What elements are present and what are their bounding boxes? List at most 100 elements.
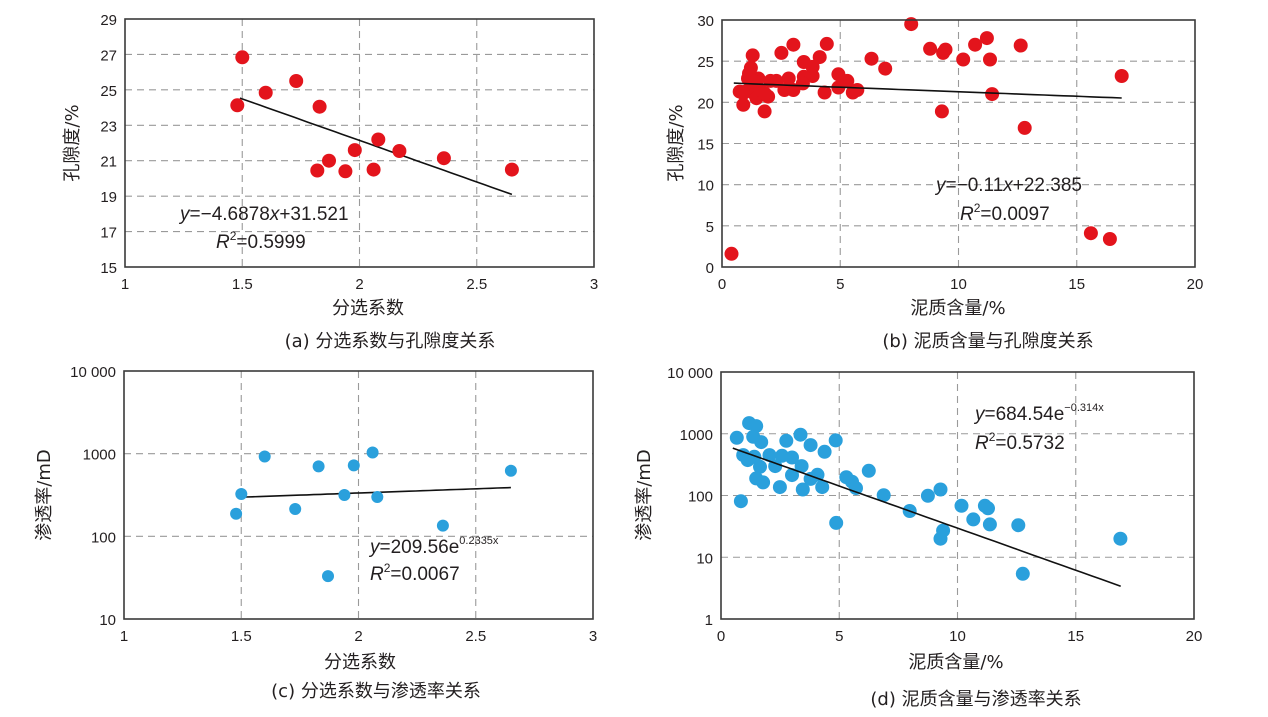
eq-body: =684.54e xyxy=(985,404,1065,425)
data-point xyxy=(803,438,818,453)
data-point xyxy=(786,37,801,52)
y-tick-label: 10 000 xyxy=(70,364,116,381)
y-tick-label: 10 000 xyxy=(667,365,713,382)
data-point xyxy=(1114,69,1129,83)
x-tick-label: 20 xyxy=(1187,276,1204,293)
data-point xyxy=(1083,226,1098,241)
y-tick-label: 21 xyxy=(100,154,117,171)
eq-y-var: y xyxy=(973,404,986,425)
data-point xyxy=(1017,120,1032,135)
x-tick-label: 20 xyxy=(1186,628,1203,645)
gridlines xyxy=(721,372,1194,619)
points-group xyxy=(230,50,519,179)
eq-exponent: −0.314x xyxy=(1064,402,1104,414)
r2-label: R xyxy=(975,433,989,454)
eq-exponent: 0.2335x xyxy=(459,535,499,547)
data-point xyxy=(436,151,451,166)
data-point xyxy=(817,444,832,459)
data-point xyxy=(747,74,762,89)
y-tick-labels: 10 100 1000 10 000 xyxy=(70,364,116,629)
y-axis-label: 孔隙度/% xyxy=(62,104,83,181)
x-axis-label: 分选系数 xyxy=(332,298,404,319)
data-point xyxy=(938,42,953,57)
panel-a: 1 1.5 2 2.5 3 15 17 19 21 23 25 27 29 分选系数 孔隙度/% (a… xyxy=(62,12,598,352)
x-tick-label: 15 xyxy=(1067,628,1084,645)
trendline-group xyxy=(732,447,1121,587)
data-point xyxy=(312,460,325,473)
x-tick-label: 1.5 xyxy=(231,628,252,645)
y-tick-label: 1000 xyxy=(83,447,116,464)
x-tick-label: 0 xyxy=(718,276,726,293)
data-point xyxy=(504,162,519,177)
panel-c: 1 1.5 2 2.5 3 10 100 1000 10 000 分选系数 渗透率/mD (c… xyxy=(34,364,597,702)
eq-y-var: y xyxy=(368,537,381,558)
x-tick-label: 5 xyxy=(836,276,844,293)
y-tick-label: 25 xyxy=(697,54,714,71)
data-point xyxy=(793,427,808,442)
gridlines xyxy=(124,371,593,619)
r2-value: =0.0067 xyxy=(390,564,459,585)
eq-tail: +31.521 xyxy=(279,204,348,225)
data-point xyxy=(779,433,794,448)
data-point xyxy=(861,463,876,478)
y-tick-label: 10 xyxy=(696,550,713,567)
y-tick-labels: 1 10 100 1000 10 000 xyxy=(667,365,713,629)
data-point xyxy=(736,97,751,112)
y-tick-label: 29 xyxy=(100,12,117,29)
x-tick-label: 2 xyxy=(354,628,362,645)
data-point xyxy=(933,482,948,497)
data-point xyxy=(850,83,865,97)
data-point xyxy=(864,51,879,66)
r-squared-label: R2=0.0067 xyxy=(370,561,460,585)
eq-y-var: y xyxy=(178,204,191,225)
data-point xyxy=(1011,518,1026,533)
data-point xyxy=(781,71,796,86)
panel-b: 0 5 10 15 20 0 5 10 15 20 25 30 泥质含量/% 孔隙度/% (b) 泥… xyxy=(666,13,1203,352)
data-point xyxy=(733,494,748,509)
data-point xyxy=(785,450,799,465)
r2-superscript: 2 xyxy=(384,561,391,575)
data-point xyxy=(878,61,893,76)
data-point xyxy=(829,515,844,530)
data-point xyxy=(981,501,995,516)
points-group xyxy=(724,17,1129,261)
plot-frame xyxy=(720,371,1195,620)
regression-equation: y=684.54e−0.314x xyxy=(973,402,1104,425)
r2-value: =0.5999 xyxy=(236,232,305,253)
data-point xyxy=(1013,38,1028,53)
data-point xyxy=(235,488,248,500)
r2-label: R xyxy=(370,564,384,585)
x-axis-label: 分选系数 xyxy=(324,652,396,673)
data-point xyxy=(322,570,334,583)
data-point xyxy=(729,430,744,445)
data-point xyxy=(289,503,302,515)
data-point xyxy=(749,419,764,434)
panel-caption: (a) 分选系数与孔隙度关系 xyxy=(285,331,496,352)
panel-caption: (d) 泥质含量与渗透率关系 xyxy=(870,689,1081,710)
data-point xyxy=(966,512,981,527)
y-tick-label: 25 xyxy=(100,83,117,100)
data-point xyxy=(347,143,362,158)
data-point xyxy=(756,475,771,490)
eq-body: =−0.11 xyxy=(946,175,1004,196)
panel-caption: (c) 分选系数与渗透率关系 xyxy=(271,681,481,702)
data-point xyxy=(366,162,381,177)
eq-tail: +22.385 xyxy=(1013,175,1082,196)
data-point xyxy=(392,144,407,158)
trend-line xyxy=(733,82,1122,99)
x-tick-label: 3 xyxy=(590,276,598,293)
data-point xyxy=(810,467,825,482)
data-point xyxy=(934,104,949,119)
x-tick-label: 5 xyxy=(835,628,843,645)
data-point xyxy=(436,519,449,532)
eq-body: =−4.6878 xyxy=(190,204,270,225)
gridlines xyxy=(125,19,594,267)
r-squared-label: R2=0.5999 xyxy=(216,229,306,253)
eq-body: =209.56e xyxy=(380,537,460,558)
data-point xyxy=(310,163,325,178)
data-point xyxy=(983,52,997,67)
x-tick-label: 3 xyxy=(589,628,597,645)
y-tick-label: 1000 xyxy=(680,427,713,444)
points-group xyxy=(230,446,517,583)
